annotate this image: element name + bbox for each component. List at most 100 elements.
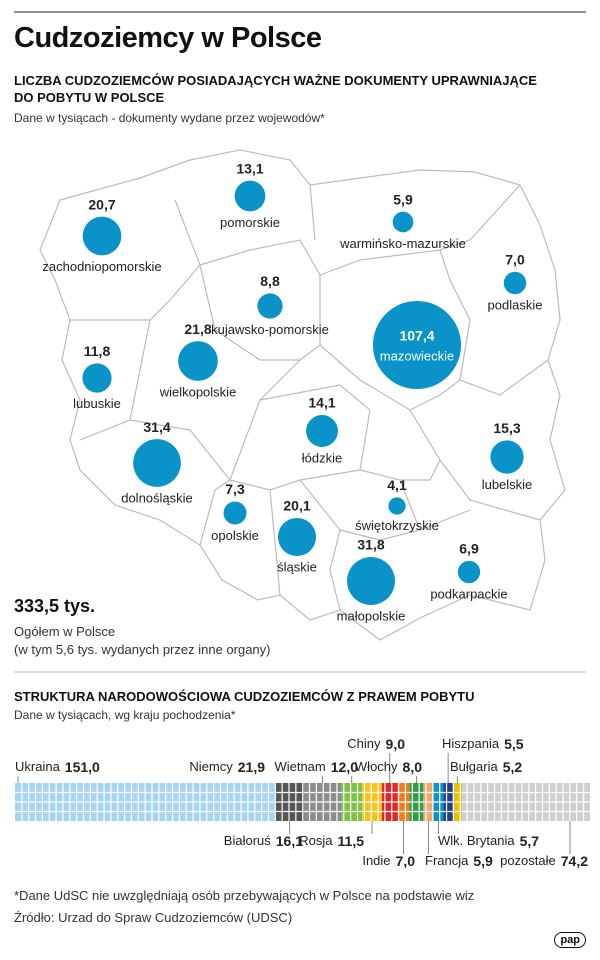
country-name: Wlk. Brytania	[438, 833, 515, 848]
footnote: *Dane UdSC nie uwzględniają osób przebyw…	[14, 888, 475, 903]
bubble	[490, 440, 524, 474]
value-label: 31,4	[143, 419, 170, 435]
bubble	[223, 501, 247, 525]
value-label: 6,9	[459, 541, 479, 557]
country-name: Hiszpania	[442, 736, 500, 751]
country-value: 9,0	[386, 736, 406, 752]
region-label: śląskie	[277, 559, 317, 574]
value-label: 13,1	[236, 160, 263, 176]
country-label: Wlk. Brytania 5,7	[438, 833, 539, 849]
country-value: 16,1	[276, 833, 303, 849]
country-name: Bułgaria	[450, 759, 498, 774]
bubble	[257, 293, 283, 319]
region-label: świętokrzyskie	[355, 518, 439, 533]
bubble	[277, 517, 317, 557]
map-subtitle: Dane w tysiącach - dokumenty wydane prze…	[14, 111, 325, 125]
region-label: zachodniopomorskie	[42, 259, 161, 274]
country-label: Włochy 8,0	[355, 759, 422, 775]
value-label: 31,8	[357, 537, 384, 553]
country-value: 5,9	[473, 853, 493, 869]
country-label: Ukraina 151,0	[15, 759, 100, 775]
country-label: Bułgaria 5,2	[450, 759, 522, 775]
value-label: 5,9	[393, 191, 413, 207]
total: 333,5 tys.	[14, 596, 96, 616]
cell-grid	[15, 783, 590, 821]
value-label: 7,3	[225, 481, 245, 497]
bubble	[347, 557, 395, 605]
bubble	[503, 271, 527, 295]
region-label: warmińsko-mazurskie	[339, 236, 466, 251]
map-title: LICZBA CUDZOZIEMCÓW POSIADAJĄCYCH WAŻNE …	[14, 73, 537, 105]
value-label: 7,0	[505, 251, 525, 267]
region-label: wielkopolskie	[159, 384, 237, 399]
country-value: 12,0	[331, 759, 358, 775]
country-value: 151,0	[65, 759, 100, 775]
country-name: Białoruś	[224, 833, 271, 848]
bubble	[178, 341, 218, 381]
region-label: lubuskie	[73, 396, 121, 411]
total-note: (w tym 5,6 tys. wydanych przez inne orga…	[14, 642, 271, 657]
country-value: 5,2	[503, 759, 523, 775]
bubble	[457, 560, 481, 584]
country-value: 7,0	[396, 853, 416, 869]
country-name: Wietnam	[274, 759, 325, 774]
country-value: 5,7	[520, 833, 540, 849]
country-label: Wietnam 12,0	[274, 759, 358, 775]
country-name: pozostałe	[500, 853, 556, 868]
country-label: Francja 5,9	[425, 853, 493, 869]
country-name: Niemcy	[189, 759, 233, 774]
region-label: małopolskie	[337, 608, 406, 623]
bubble	[82, 216, 122, 256]
bubble	[133, 439, 181, 487]
region-label: kujawsko-pomorskie	[211, 322, 329, 337]
region-label: dolnośląskie	[121, 490, 193, 505]
country-name: Francja	[425, 853, 469, 868]
country-value: 21,9	[238, 759, 265, 775]
value-label: 107,4	[399, 328, 434, 344]
bubble	[306, 415, 338, 447]
country-name: Rosja	[299, 833, 333, 848]
title: Cudzoziemcy w Polsce	[14, 22, 322, 54]
country-label: Rosja 11,5	[299, 833, 364, 849]
region-label: pomorskie	[220, 215, 280, 230]
total-caption: Ogółem w Polsce	[14, 624, 116, 639]
country-label: Indie 7,0	[362, 853, 415, 869]
region-label: mazowieckie	[380, 348, 454, 363]
country-name: Ukraina	[15, 759, 61, 774]
value-label: 14,1	[308, 395, 335, 411]
region-label: łódzkie	[302, 450, 342, 465]
value-label: 11,8	[84, 343, 111, 359]
waffle-title: STRUKTURA NARODOWOŚCIOWA CUDZOZIEMCÓW Z …	[14, 689, 475, 704]
region-label: opolskie	[211, 528, 259, 543]
region-borders	[70, 184, 549, 611]
country-label: Hiszpania 5,5	[442, 736, 524, 752]
region-label: podlaskie	[488, 298, 543, 313]
region-label: lubelskie	[482, 477, 533, 492]
value-label: 21,8	[184, 321, 211, 337]
country-label: pozostałe 74,2	[500, 853, 588, 869]
bubble	[392, 211, 414, 233]
bubble	[388, 497, 406, 515]
source: Źródło: Urzad do Spraw Cudzoziemców (UDS…	[14, 910, 293, 925]
country-name: Włochy	[355, 759, 398, 774]
country-name: Indie	[362, 853, 390, 868]
country-value: 11,5	[338, 833, 365, 849]
bubble	[234, 180, 266, 212]
bubble	[372, 300, 462, 390]
map	[39, 149, 566, 641]
value-label: 8,8	[260, 273, 280, 289]
country-label: Białoruś 16,1	[224, 833, 303, 849]
value-label: 4,1	[387, 477, 407, 493]
value-label: 15,3	[493, 420, 520, 436]
poland-outline	[39, 149, 566, 641]
value-label: 20,1	[283, 498, 310, 514]
country-label: Niemcy 21,9	[189, 759, 265, 775]
country-label: Chiny 9,0	[347, 736, 405, 752]
bubble	[82, 363, 112, 393]
country-value: 8,0	[403, 759, 423, 775]
country-value: 5,5	[504, 736, 524, 752]
country-name: Chiny	[347, 736, 381, 751]
value-label: 20,7	[88, 196, 115, 212]
